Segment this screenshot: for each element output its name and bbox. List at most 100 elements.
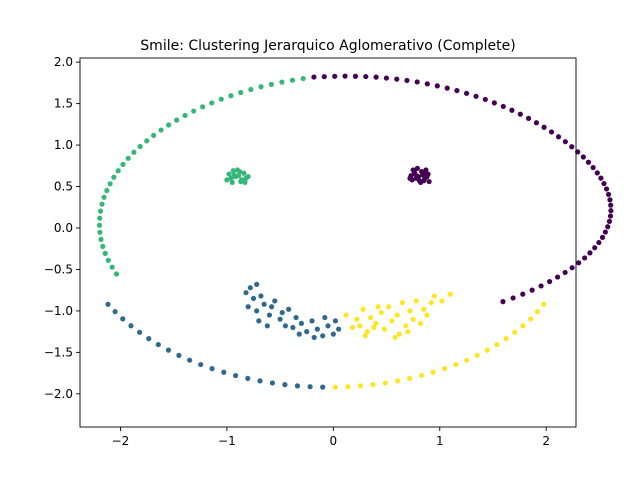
data-point bbox=[336, 326, 342, 332]
data-point bbox=[414, 165, 421, 171]
data-point bbox=[257, 378, 263, 384]
data-point bbox=[555, 134, 562, 140]
data-point bbox=[332, 73, 338, 79]
data-point bbox=[606, 218, 613, 224]
data-point bbox=[109, 264, 115, 270]
data-point bbox=[430, 369, 436, 375]
data-point bbox=[226, 171, 232, 177]
data-point bbox=[266, 312, 273, 318]
data-point bbox=[100, 243, 106, 249]
y-tick-label: −1.0 bbox=[44, 304, 73, 318]
y-tick-label: −2.0 bbox=[44, 387, 73, 401]
data-point bbox=[442, 366, 448, 372]
data-point bbox=[410, 316, 416, 322]
axes-frame bbox=[79, 57, 577, 428]
data-point bbox=[290, 324, 296, 331]
data-point bbox=[541, 301, 547, 307]
data-point bbox=[182, 112, 188, 119]
data-point bbox=[247, 285, 253, 291]
data-point bbox=[424, 312, 430, 318]
data-point bbox=[98, 236, 104, 242]
data-point bbox=[279, 79, 285, 85]
data-point bbox=[191, 108, 197, 114]
data-point bbox=[343, 312, 349, 318]
data-point bbox=[428, 300, 434, 306]
data-point bbox=[120, 161, 126, 168]
data-point bbox=[354, 316, 360, 322]
data-point bbox=[111, 174, 117, 180]
data-point bbox=[463, 90, 470, 96]
data-point bbox=[453, 361, 459, 368]
data-point bbox=[605, 224, 611, 230]
data-point bbox=[418, 372, 425, 379]
data-point bbox=[187, 357, 193, 363]
data-point bbox=[394, 76, 400, 82]
y-tick-label: 2.0 bbox=[54, 55, 73, 69]
data-point bbox=[97, 208, 104, 214]
data-point bbox=[125, 155, 131, 161]
data-point bbox=[155, 341, 161, 348]
data-point bbox=[146, 336, 152, 342]
data-point bbox=[231, 172, 237, 178]
data-point bbox=[447, 291, 453, 297]
data-point bbox=[234, 167, 241, 173]
data-point bbox=[112, 309, 118, 315]
data-point bbox=[198, 361, 204, 368]
data-point bbox=[569, 144, 575, 150]
data-point bbox=[320, 333, 326, 339]
data-point bbox=[230, 168, 236, 174]
data-point bbox=[510, 295, 516, 301]
data-point bbox=[282, 382, 288, 388]
data-point bbox=[582, 255, 588, 261]
data-point bbox=[151, 132, 157, 138]
data-point bbox=[200, 104, 206, 110]
data-point bbox=[137, 143, 143, 150]
data-point bbox=[381, 326, 388, 332]
data-point bbox=[500, 299, 506, 305]
data-point bbox=[289, 77, 296, 83]
data-point bbox=[598, 175, 604, 181]
data-point bbox=[439, 298, 445, 304]
data-point bbox=[300, 75, 306, 82]
data-point bbox=[527, 316, 534, 322]
data-point bbox=[500, 103, 506, 110]
data-point bbox=[592, 245, 598, 251]
data-point bbox=[605, 191, 612, 198]
data-point bbox=[389, 318, 395, 324]
data-point bbox=[473, 93, 479, 99]
data-point bbox=[304, 329, 310, 335]
data-point bbox=[434, 83, 440, 89]
data-point bbox=[534, 309, 541, 315]
data-point bbox=[241, 170, 247, 176]
data-point bbox=[309, 318, 315, 324]
data-point bbox=[547, 278, 553, 285]
data-point bbox=[520, 291, 526, 297]
data-point bbox=[382, 380, 388, 386]
data-point bbox=[105, 301, 111, 307]
data-point bbox=[279, 309, 285, 316]
data-point bbox=[419, 169, 425, 175]
chart-title: Smile: Clustering Jerarquico Aglomerativ… bbox=[140, 38, 515, 54]
data-point bbox=[293, 314, 299, 321]
data-point bbox=[362, 333, 368, 339]
data-point bbox=[421, 178, 427, 184]
data-point bbox=[224, 177, 230, 183]
data-point bbox=[174, 117, 180, 123]
data-point bbox=[245, 304, 251, 310]
data-point bbox=[104, 187, 110, 194]
data-point bbox=[424, 81, 430, 87]
data-point bbox=[562, 269, 568, 276]
data-point bbox=[298, 320, 304, 326]
data-point bbox=[314, 326, 320, 332]
data-point bbox=[394, 312, 400, 318]
data-point bbox=[410, 167, 416, 173]
data-point bbox=[320, 384, 326, 390]
data-point bbox=[218, 96, 224, 102]
data-point bbox=[538, 283, 544, 289]
data-point bbox=[512, 329, 518, 335]
x-tick-label: 1 bbox=[436, 434, 444, 448]
data-point bbox=[599, 234, 606, 240]
data-point bbox=[311, 74, 317, 80]
data-point bbox=[360, 306, 366, 312]
data-point bbox=[245, 375, 251, 382]
